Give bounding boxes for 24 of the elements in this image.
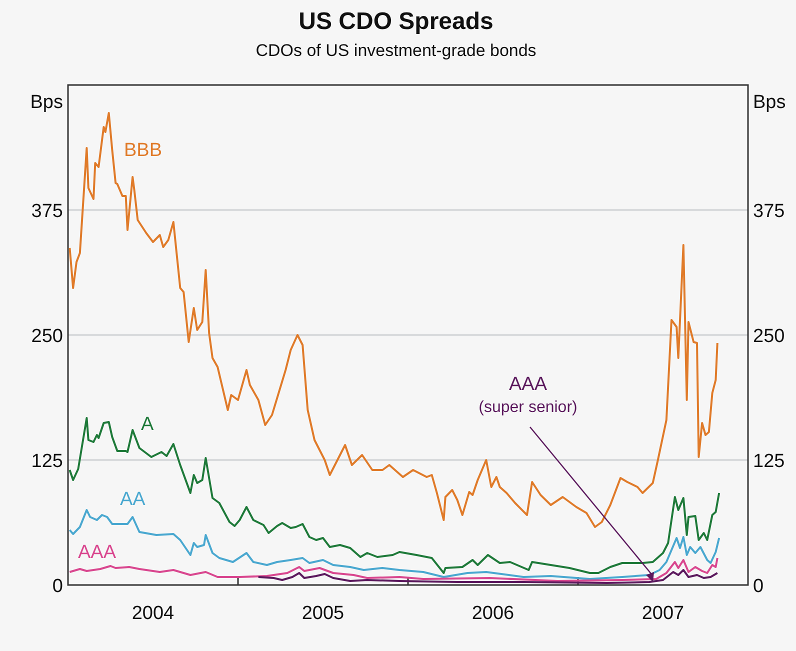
line-series <box>68 557 718 582</box>
line-series <box>68 112 718 528</box>
line-series <box>257 569 718 584</box>
x-tick-label: 2007 <box>642 603 684 624</box>
y2-tick-label: 125 <box>753 451 785 472</box>
y2-tick-label: 0 <box>753 576 764 597</box>
y-tick-label: 375 <box>31 201 63 222</box>
y2-axis-title: Bps <box>753 92 786 113</box>
text: AAA (super senior) <box>478 374 578 416</box>
series-label: A <box>141 414 154 435</box>
x-tick-label: 2004 <box>132 603 175 624</box>
y2-tick-label: 375 <box>753 201 785 222</box>
series-label: BBB <box>124 140 162 161</box>
y-tick-label: 0 <box>52 576 63 597</box>
x-tick-label: 2005 <box>302 603 344 624</box>
chart-subtitle: CDOs of US investment-grade bonds <box>256 41 536 60</box>
chart-title: US CDO Spreads <box>298 8 494 35</box>
x-tick-label: 2006 <box>472 603 514 624</box>
series-label: AAA <box>78 542 116 563</box>
y2-tick-label: 250 <box>753 326 785 347</box>
y-tick-label: 125 <box>31 451 63 472</box>
y-tick-label: 250 <box>31 326 63 347</box>
series-label: AA <box>120 489 146 510</box>
y-axis-title: Bps <box>30 92 63 113</box>
